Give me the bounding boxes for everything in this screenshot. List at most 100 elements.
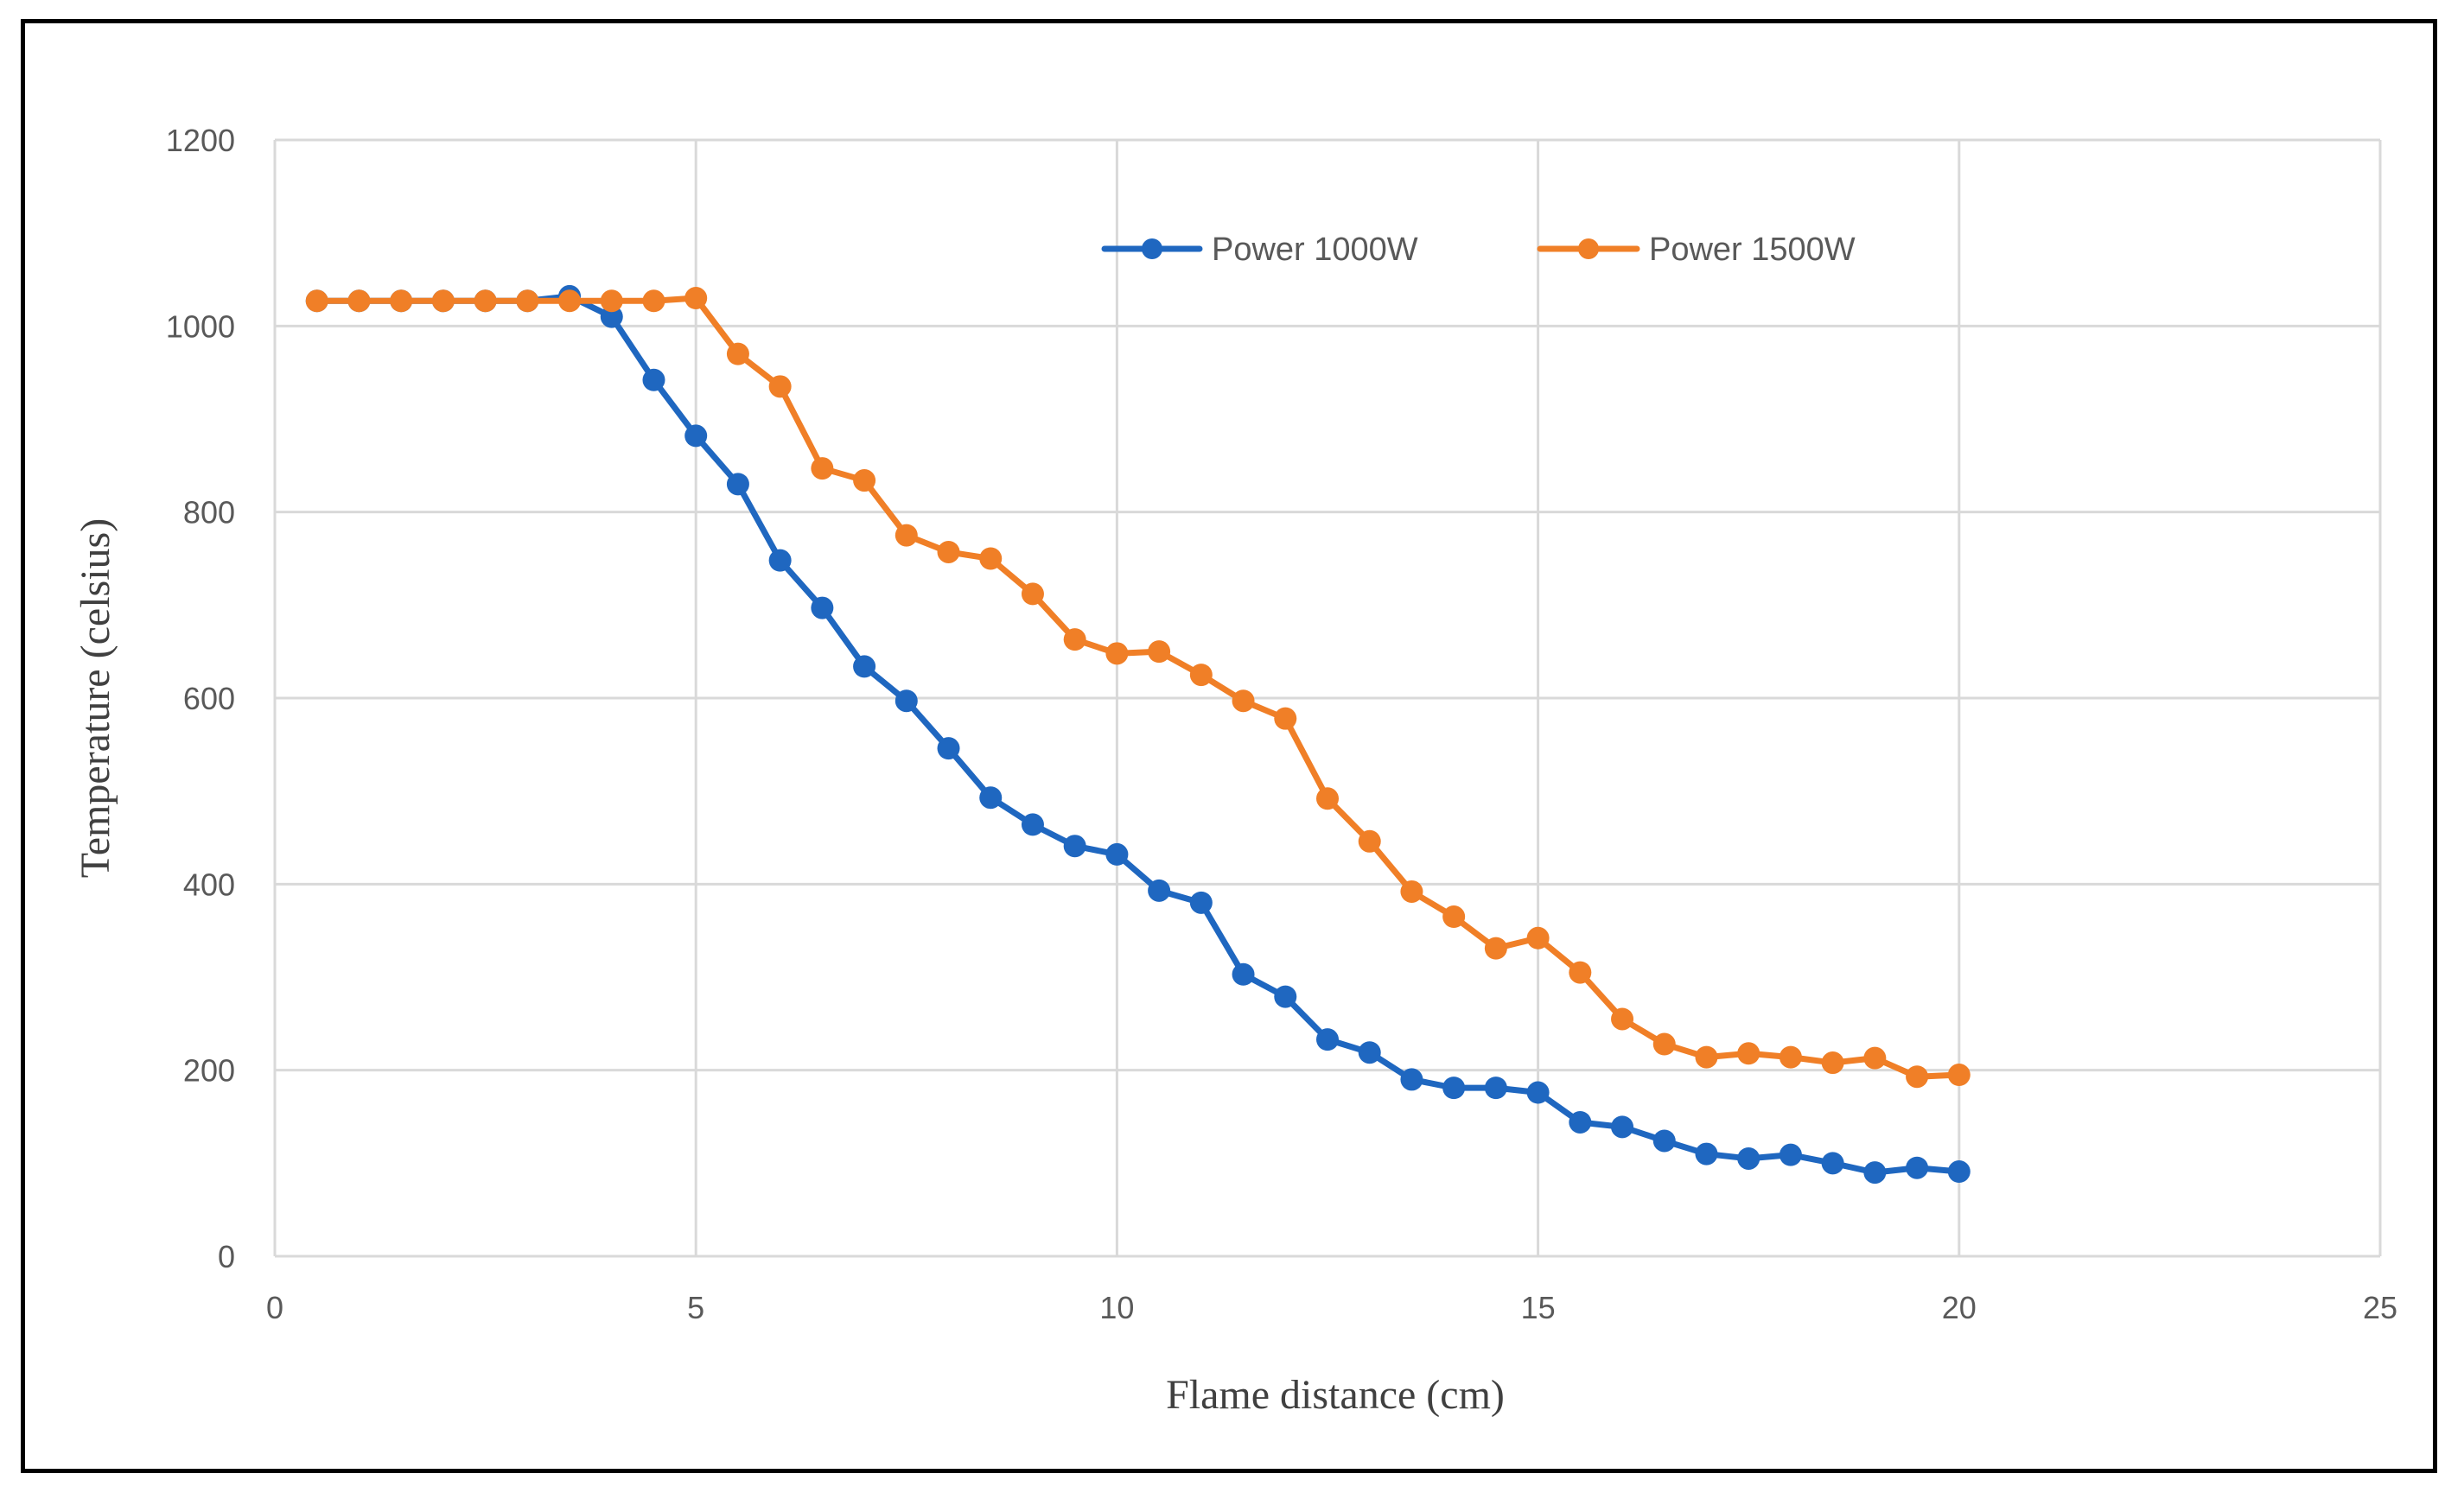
y-tick-label: 200	[183, 1053, 235, 1089]
data-point	[1105, 842, 1129, 866]
data-point	[1695, 1045, 1718, 1069]
data-point	[305, 289, 328, 313]
x-axis-title: Flame distance (cm)	[1166, 1372, 1505, 1418]
data-point	[1821, 1051, 1844, 1075]
data-point	[1442, 1077, 1466, 1100]
data-point	[979, 547, 1003, 570]
data-point	[1947, 1064, 1971, 1087]
data-point	[726, 342, 749, 365]
data-point	[474, 289, 497, 313]
data-point	[895, 689, 918, 713]
legend-marker	[1142, 238, 1162, 259]
gridlines	[273, 138, 2382, 1258]
y-tick-label: 1000	[166, 308, 235, 344]
axis-ticks: 0 200 400 600 800 1000 1200 0 5 10 15 20 25	[166, 123, 2397, 1325]
data-point	[1484, 1077, 1507, 1100]
y-tick-label: 400	[183, 867, 235, 902]
data-point	[600, 305, 623, 328]
data-point	[1611, 1007, 1634, 1031]
data-point	[1821, 1152, 1844, 1175]
data-point	[1105, 642, 1129, 665]
data-point	[811, 457, 834, 480]
data-series	[305, 284, 1971, 1185]
x-tick-label: 0	[266, 1290, 283, 1325]
data-point	[1442, 905, 1466, 929]
data-point	[642, 368, 665, 391]
x-tick-label: 25	[2363, 1290, 2397, 1325]
data-point	[1695, 1142, 1718, 1166]
x-tick-label: 20	[1942, 1290, 1977, 1325]
data-point	[600, 289, 623, 313]
data-point	[1652, 1032, 1676, 1056]
data-point	[1526, 1081, 1550, 1104]
y-tick-label: 600	[183, 681, 235, 716]
data-point	[768, 375, 792, 398]
data-point	[1063, 628, 1086, 651]
data-point	[1484, 937, 1507, 960]
data-point	[1652, 1129, 1676, 1153]
data-point	[937, 540, 960, 563]
data-point	[1189, 891, 1213, 914]
data-point	[684, 287, 708, 310]
data-point	[1947, 1160, 1971, 1184]
data-point	[1737, 1146, 1760, 1170]
data-point	[1569, 961, 1592, 984]
series-power-1000w	[305, 284, 1971, 1185]
data-point	[1148, 879, 1171, 902]
data-point	[1148, 640, 1171, 664]
data-point	[684, 424, 708, 448]
y-tick-label: 800	[183, 495, 235, 530]
x-tick-label: 5	[687, 1290, 704, 1325]
series-power-1500w	[305, 287, 1971, 1089]
data-point	[347, 289, 371, 313]
data-point	[1358, 829, 1381, 853]
data-point	[1863, 1161, 1887, 1185]
data-point	[1232, 962, 1255, 986]
data-point	[1021, 582, 1044, 606]
legend-marker	[1578, 238, 1599, 259]
legend-label: Power 1500W	[1649, 232, 1856, 268]
data-point	[431, 289, 455, 313]
x-tick-label: 10	[1099, 1290, 1134, 1325]
data-point	[1189, 664, 1213, 687]
data-point	[1358, 1041, 1381, 1064]
data-point	[1232, 689, 1255, 713]
y-tick-label: 0	[218, 1239, 235, 1274]
data-point	[1400, 880, 1423, 903]
x-tick-label: 15	[1521, 1290, 1556, 1325]
data-point	[390, 289, 413, 313]
series-line	[314, 293, 1963, 1176]
data-point	[642, 289, 665, 313]
series-line	[314, 295, 1963, 1080]
chart-frame	[21, 19, 2437, 1473]
data-point	[1569, 1110, 1592, 1134]
data-point	[1063, 835, 1086, 858]
data-point	[895, 524, 918, 547]
data-point	[726, 473, 749, 496]
data-point	[1400, 1068, 1423, 1091]
data-point	[516, 289, 539, 313]
data-point	[1316, 787, 1339, 810]
legend-item: Power 1500W	[1537, 232, 1856, 268]
legend-label: Power 1000W	[1212, 232, 1418, 268]
data-point	[1316, 1028, 1339, 1051]
data-point	[937, 737, 960, 760]
data-point	[853, 469, 876, 492]
data-point	[979, 786, 1003, 810]
data-point	[1906, 1156, 1929, 1179]
legend-item: Power 1000W	[1101, 232, 1418, 268]
data-point	[1779, 1045, 1802, 1069]
data-point	[1274, 707, 1297, 730]
y-axis-title: Temperature (celsius)	[73, 518, 118, 878]
data-point	[1611, 1115, 1634, 1139]
y-tick-label: 1200	[166, 123, 235, 158]
data-point	[1906, 1065, 1929, 1089]
legend: Power 1000W Power 1500W	[1101, 232, 1856, 268]
data-point	[853, 655, 876, 678]
data-point	[1526, 926, 1550, 950]
data-point	[768, 549, 792, 572]
data-point	[1021, 813, 1044, 836]
data-point	[1274, 985, 1297, 1008]
data-point	[1779, 1143, 1802, 1166]
